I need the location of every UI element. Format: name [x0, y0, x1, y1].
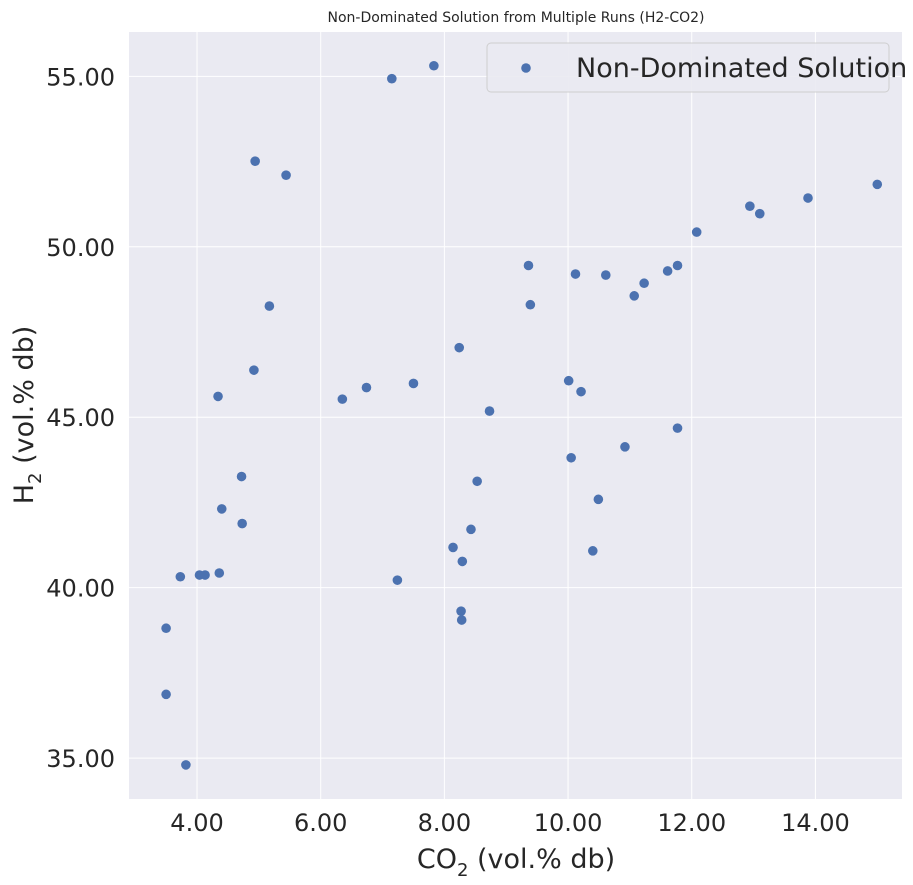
- x-axis-label: CO2 (vol.% db): [417, 844, 615, 881]
- data-point: [466, 524, 476, 535]
- data-point: [456, 606, 466, 616]
- data-point: [392, 575, 403, 585]
- x-tick-label: 4.00: [170, 809, 223, 837]
- data-point: [429, 60, 439, 71]
- data-point: [237, 518, 247, 529]
- data-point: [639, 278, 649, 289]
- x-tick-label: 12.00: [657, 809, 726, 837]
- data-point: [281, 170, 291, 180]
- data-point: [387, 73, 397, 84]
- data-point: [745, 201, 755, 211]
- data-point: [525, 299, 536, 310]
- data-point: [214, 568, 225, 578]
- x-tick-labels: 4.00 6.00 8.00 10.00 12.00 14.00: [170, 809, 849, 837]
- data-point: [576, 386, 586, 397]
- data-point: [754, 208, 765, 219]
- data-point: [337, 394, 348, 404]
- data-point: [570, 269, 581, 279]
- data-point: [563, 375, 574, 386]
- data-point: [484, 406, 495, 416]
- y-tick-labels: 35.00 40.00 45.00 50.00 55.00: [46, 63, 115, 773]
- y-tick-label: 35.00: [46, 745, 115, 773]
- data-point: [161, 623, 171, 634]
- data-point: [593, 494, 604, 505]
- data-point: [213, 391, 223, 402]
- data-point: [249, 365, 259, 375]
- legend-marker: [521, 63, 531, 73]
- data-point: [803, 193, 813, 203]
- data-point: [620, 442, 630, 452]
- x-tick-label: 8.00: [418, 809, 471, 837]
- x-tick-label: 14.00: [781, 809, 850, 837]
- y-tick-label: 50.00: [46, 234, 115, 262]
- data-point: [691, 227, 702, 237]
- x-tick-label: 10.00: [534, 809, 603, 837]
- legend-label: Non-Dominated Solution: [576, 53, 907, 84]
- chart-title: Non-Dominated Solution from Multiple Run…: [327, 10, 704, 26]
- data-point: [662, 266, 673, 276]
- data-point: [600, 270, 611, 280]
- legend: Non-Dominated Solution: [486, 42, 907, 93]
- data-point: [194, 570, 205, 580]
- data-point: [181, 760, 191, 770]
- data-point: [264, 301, 275, 311]
- data-point: [250, 156, 260, 166]
- data-point: [236, 471, 247, 482]
- data-point: [216, 504, 227, 514]
- data-point: [523, 260, 534, 271]
- y-tick-label: 45.00: [46, 404, 115, 432]
- y-tick-label: 40.00: [46, 575, 115, 603]
- data-point: [408, 378, 419, 389]
- x-tick-label: 6.00: [294, 809, 347, 837]
- data-points: [161, 60, 883, 770]
- data-point: [588, 546, 598, 556]
- data-point: [672, 423, 683, 433]
- y-tick-label: 55.00: [46, 63, 115, 91]
- data-point: [457, 556, 468, 567]
- data-point: [448, 542, 458, 553]
- legend-box: [486, 42, 890, 93]
- grid-lines: [129, 32, 902, 799]
- data-point: [629, 291, 640, 301]
- data-point: [175, 571, 186, 582]
- data-point: [566, 452, 576, 463]
- data-point: [872, 179, 883, 190]
- data-point: [361, 382, 372, 393]
- y-axis-label: H2 (vol.% db): [9, 326, 46, 505]
- data-point: [161, 689, 171, 700]
- plot-area: [129, 32, 902, 799]
- data-point: [456, 615, 467, 625]
- data-point: [454, 342, 465, 353]
- data-point: [472, 476, 482, 487]
- data-point: [672, 260, 683, 271]
